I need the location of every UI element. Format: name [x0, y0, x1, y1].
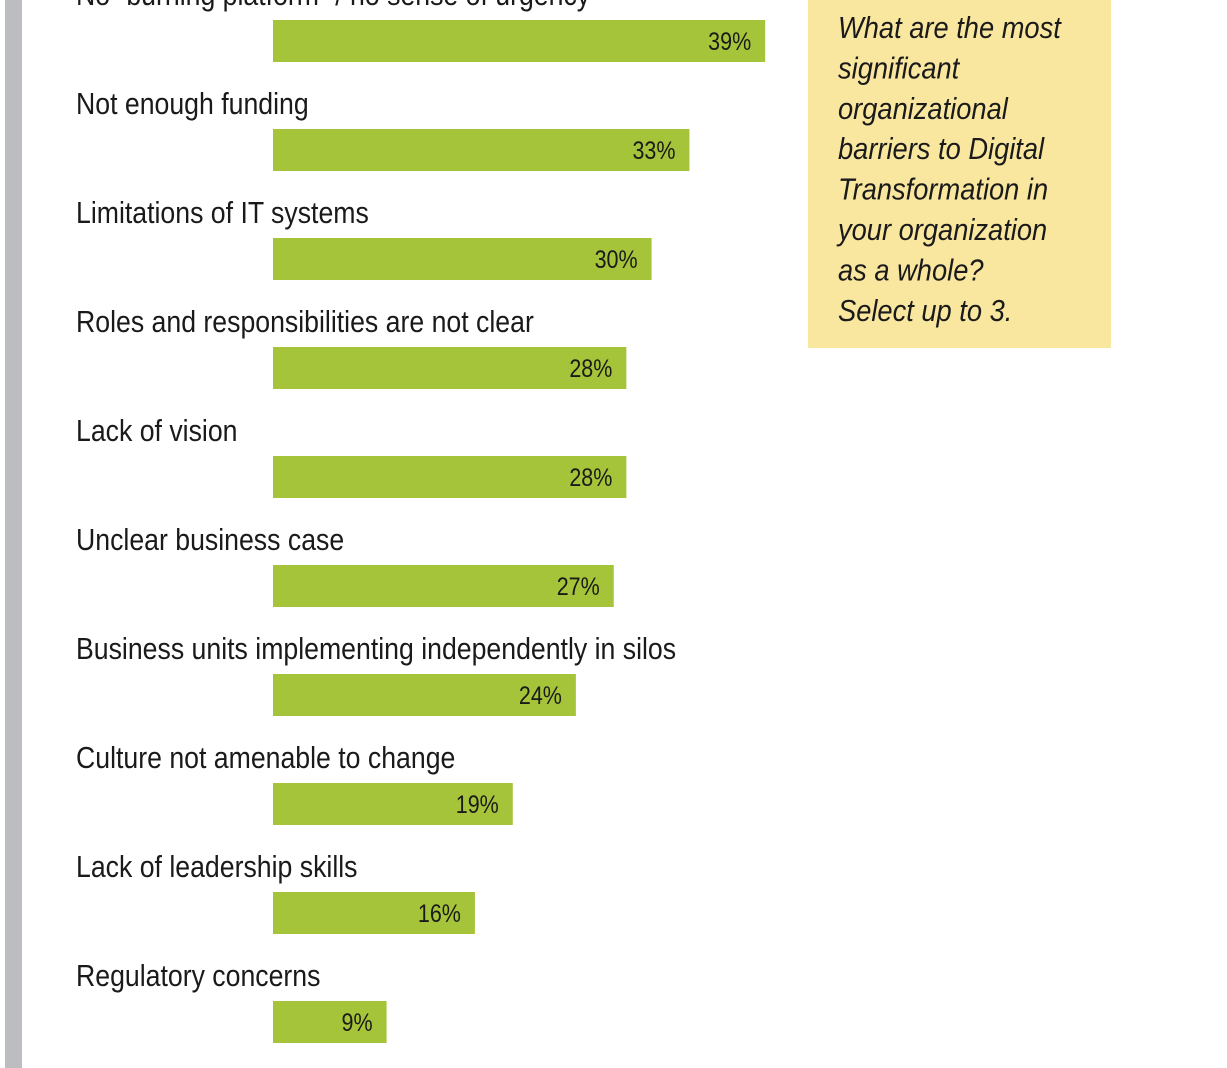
question: What are the most significant organization… — [836, 11, 1062, 328]
bar — [273, 456, 627, 498]
value-label: 16% — [418, 899, 461, 927]
value-label: 39% — [708, 27, 751, 55]
label-group: Culture not amenable to change — [76, 741, 455, 775]
category-label: Not enough funding — [76, 87, 309, 121]
question-line: Transformation in — [838, 173, 1048, 207]
bar — [273, 892, 475, 934]
question-line: organizational — [838, 92, 1009, 126]
question-line: What are the most — [838, 11, 1063, 45]
category-label: Roles and responsibilities are not clear — [76, 305, 534, 339]
value-group: 28% — [569, 463, 612, 491]
question-line-group: as a whole? — [838, 254, 984, 288]
question-box — [808, 0, 1111, 348]
question-line-group: your organization — [836, 213, 1047, 247]
question-line: as a whole? — [838, 254, 984, 288]
question-line-group: What are the most — [838, 11, 1063, 45]
value-group: 24% — [519, 681, 562, 709]
bar — [273, 674, 576, 716]
question-line-group: Select up to 3. — [838, 294, 1012, 328]
bar — [273, 1001, 387, 1043]
category-label: No “burning platform” / no sense of urge… — [76, 0, 591, 13]
label-group: No “burning platform” / no sense of urge… — [76, 0, 591, 13]
bar — [273, 238, 652, 280]
bar — [273, 783, 513, 825]
label-group: Business units implementing independentl… — [76, 632, 676, 666]
question-line: significant — [838, 52, 961, 86]
bar — [273, 20, 766, 62]
value-group: 9% — [342, 1008, 373, 1036]
bar — [273, 565, 614, 607]
value-group: 30% — [595, 245, 638, 273]
bar — [273, 347, 627, 389]
label-group: Lack of vision — [76, 414, 238, 448]
value-group: 39% — [708, 27, 751, 55]
question-line-group: organizational — [838, 92, 1009, 126]
category-label: Limitations of IT systems — [76, 196, 369, 230]
label-group: Not enough funding — [76, 87, 309, 121]
label-group: Regulatory concerns — [76, 959, 320, 993]
category-label: Regulatory concerns — [76, 959, 320, 993]
question-line-group: significant — [838, 52, 961, 86]
value-group: 27% — [557, 572, 600, 600]
side-bar — [5, 0, 22, 1068]
value-group: 16% — [418, 899, 461, 927]
category-label: Lack of leadership skills — [76, 850, 358, 884]
label-group: Roles and responsibilities are not clear — [76, 305, 534, 339]
value-label: 33% — [632, 136, 675, 164]
value-group: 33% — [632, 136, 675, 164]
value-label: 28% — [569, 354, 612, 382]
category-label: Lack of vision — [76, 414, 238, 448]
label-group: Limitations of IT systems — [76, 196, 369, 230]
question-line-group: barriers to Digital — [838, 133, 1046, 167]
value-label: 28% — [569, 463, 612, 491]
value-group: 19% — [456, 790, 499, 818]
bars: No “burning platform” / no sense of urge… — [76, 0, 766, 1043]
question-line: your organization — [836, 213, 1047, 247]
label-group: Lack of leadership skills — [76, 850, 358, 884]
bar — [273, 129, 690, 171]
question-line: barriers to Digital — [838, 133, 1046, 167]
category-label: Unclear business case — [76, 523, 344, 557]
value-label: 27% — [557, 572, 600, 600]
value-label: 9% — [342, 1008, 373, 1036]
question-line: Select up to 3. — [838, 294, 1012, 328]
label-group: Unclear business case — [76, 523, 344, 557]
category-label: Business units implementing independentl… — [76, 632, 676, 666]
value-label: 30% — [595, 245, 638, 273]
category-label: Culture not amenable to change — [76, 741, 455, 775]
value-group: 28% — [569, 354, 612, 382]
question-line-group: Transformation in — [838, 173, 1048, 207]
value-label: 19% — [456, 790, 499, 818]
value-label: 24% — [519, 681, 562, 709]
